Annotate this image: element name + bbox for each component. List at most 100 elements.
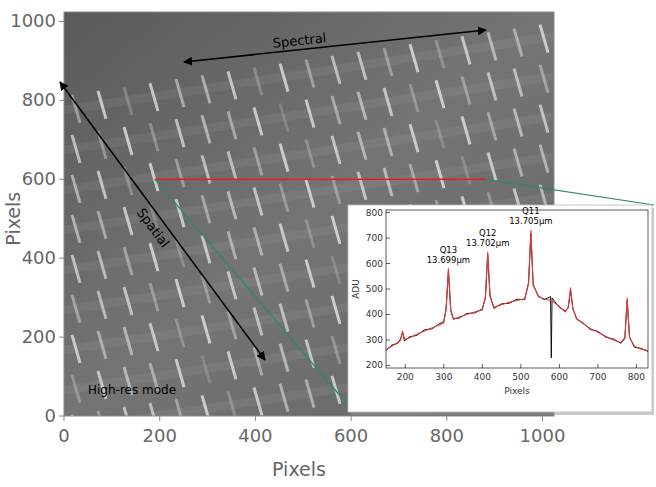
detector-streak — [306, 380, 314, 408]
detector-streak — [72, 215, 80, 243]
detector-streak — [150, 83, 158, 111]
cut-line — [155, 179, 485, 181]
inset-y-tick — [386, 289, 390, 290]
detector-streak — [488, 152, 496, 180]
detector-streak — [124, 207, 132, 235]
detector-streak — [202, 115, 210, 143]
detector-streak — [280, 224, 288, 252]
detector-streak — [358, 92, 366, 120]
detector-streak — [462, 156, 470, 184]
inset-y-tick-label: 700 — [366, 233, 383, 243]
detector-streak — [280, 104, 288, 132]
detector-streak — [410, 44, 418, 72]
detector-streak — [540, 65, 548, 93]
detector-streak — [176, 279, 184, 307]
detector-streak — [176, 319, 184, 347]
detector-streak — [332, 96, 340, 124]
detector-streak — [384, 128, 392, 156]
detector-streak — [176, 159, 184, 187]
inset-y-tick — [386, 263, 390, 264]
peak-wavelength: 13.705µm — [509, 216, 552, 226]
connector — [485, 179, 654, 205]
peak-label: Q13 — [440, 245, 458, 255]
y-tick — [59, 21, 64, 22]
detector-streak — [436, 40, 444, 68]
spatial-arrow — [60, 82, 265, 360]
detector-streak — [150, 403, 158, 416]
detector-streak — [306, 60, 314, 88]
detector-streak — [280, 184, 288, 212]
inset-y-tick — [386, 238, 390, 239]
detector-streak — [332, 56, 340, 84]
y-tick-label: 600 — [22, 168, 56, 189]
detector-streak — [540, 105, 548, 133]
detector-streak — [176, 399, 184, 416]
order-band — [64, 77, 554, 151]
inset-y-tick — [386, 212, 390, 213]
detector-streak — [254, 108, 262, 136]
order-band — [64, 37, 554, 111]
inset-y-tick-label: 300 — [366, 335, 383, 345]
detector-streak — [462, 116, 470, 144]
y-tick — [59, 258, 64, 259]
order-band — [64, 117, 554, 191]
y-tick-label: 400 — [22, 247, 56, 268]
detector-streak — [332, 336, 340, 364]
detector-streak — [150, 243, 158, 271]
detector-streak — [72, 135, 80, 163]
detector-streak — [410, 164, 418, 192]
detector-streak — [540, 25, 548, 53]
inset-y-tick — [386, 365, 390, 366]
x-tick-label: 0 — [58, 425, 69, 446]
x-axis-title: Pixels — [272, 458, 326, 480]
spectrum-line — [386, 233, 648, 358]
x-tick-label: 600 — [334, 425, 368, 446]
inset-frame — [386, 210, 648, 368]
y-tick-label: 800 — [22, 89, 56, 110]
detector-streak — [176, 79, 184, 107]
detector-streak — [540, 145, 548, 173]
detector-streak — [358, 52, 366, 80]
x-tick-label: 800 — [430, 425, 464, 446]
connector — [155, 179, 354, 412]
x-tick — [255, 416, 256, 421]
detector-streak — [280, 144, 288, 172]
detector-streak — [228, 71, 236, 99]
detector-streak — [124, 407, 132, 416]
detector-streak — [176, 359, 184, 387]
inset-x-tick-label: 400 — [474, 372, 491, 382]
detector-streak — [98, 171, 106, 199]
detector-streak — [384, 168, 392, 196]
detector-streak — [228, 391, 236, 416]
inset-x-tick — [636, 364, 637, 368]
detector-streak — [488, 32, 496, 60]
detector-streak — [72, 175, 80, 203]
detector-streak — [228, 231, 236, 259]
inset-x-tick — [482, 364, 483, 368]
inset-series — [386, 230, 648, 357]
detector-streak — [306, 180, 314, 208]
detector-streak — [488, 72, 496, 100]
detector-streak — [150, 323, 158, 351]
peak-label: Q11 — [522, 206, 540, 216]
detector-streak — [514, 29, 522, 57]
detector-streak — [176, 239, 184, 267]
inset-box — [348, 205, 652, 412]
y-axis-title: Pixels — [2, 192, 24, 246]
inset-x-tick — [520, 364, 521, 368]
detector-streak — [306, 300, 314, 328]
detector-streak — [202, 75, 210, 103]
detector-streak — [280, 264, 288, 292]
annotation: High-res mode — [88, 383, 176, 397]
detector-streak — [332, 216, 340, 244]
inset-y-tick-label: 600 — [366, 259, 383, 269]
detector-streak — [332, 136, 340, 164]
inset-y-tick — [386, 314, 390, 315]
x-tick — [542, 416, 543, 421]
inset-x-tick-label: 600 — [551, 372, 568, 382]
detector-streak — [436, 120, 444, 148]
detector-streak — [72, 335, 80, 363]
detector-streak — [176, 119, 184, 147]
y-tick — [59, 100, 64, 101]
detector-streak — [280, 384, 288, 412]
